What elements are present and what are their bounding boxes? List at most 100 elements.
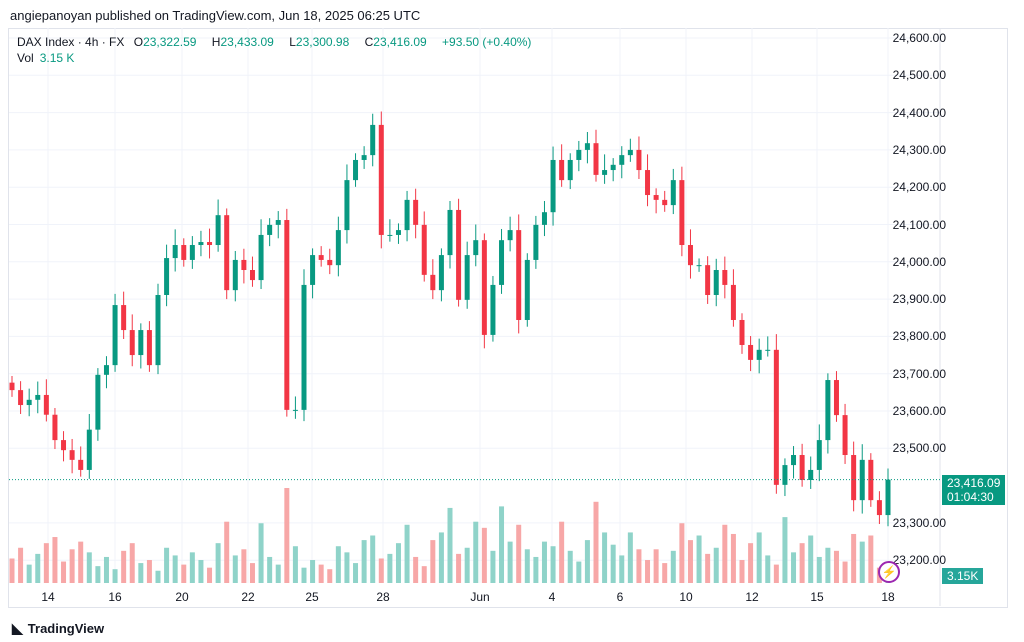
candle-body (687, 245, 693, 266)
candle-body (430, 274, 436, 291)
candle-body (653, 195, 659, 200)
candle-body (627, 149, 633, 156)
high-label: H (211, 35, 221, 49)
candle-body (353, 159, 359, 181)
tradingview-logo[interactable]: ◣ TradingView (12, 620, 104, 637)
candle-body (43, 394, 49, 415)
candle-body (576, 149, 582, 160)
volume-bar (9, 558, 15, 583)
candle-body (696, 265, 702, 267)
volume-bar (842, 561, 848, 583)
volume-bar (215, 543, 221, 583)
volume-bar (61, 561, 67, 583)
candle-body (129, 330, 135, 356)
volume-bar (207, 567, 213, 583)
candle-body (69, 450, 75, 460)
volume-bar (146, 560, 152, 583)
volume-bar (198, 560, 204, 583)
volume-bar (224, 521, 230, 583)
price-tick: 24,000.00 (892, 254, 946, 269)
volume-bar (284, 488, 290, 583)
volume-bar (18, 547, 24, 583)
lightning-icon[interactable]: ⚡ (878, 561, 900, 583)
volume-bar (421, 566, 427, 583)
candle-body (275, 220, 281, 225)
candle-body (378, 124, 384, 235)
candle-body (473, 240, 479, 256)
volume-bar (267, 556, 273, 583)
volume-bar (619, 555, 625, 583)
volume-bar (301, 567, 307, 583)
candle-body (318, 255, 324, 260)
volume-bar (713, 547, 719, 583)
volume-bar (567, 550, 573, 583)
volume-bar (696, 535, 702, 583)
volume-bar (26, 564, 32, 583)
candle-body (438, 255, 444, 291)
volume-bar (782, 517, 788, 583)
volume-bar (773, 564, 779, 583)
close-value: 23,416.09 (373, 35, 427, 49)
candle-body (207, 242, 213, 246)
volume-bar (69, 549, 75, 583)
volume-bar (95, 566, 101, 583)
candle-body (78, 459, 84, 470)
candle-body (301, 284, 307, 410)
volume-bar (103, 556, 109, 583)
candle-body (593, 143, 599, 175)
time-tick: 28 (376, 590, 390, 604)
candle-body (833, 380, 839, 416)
candle-body (52, 414, 58, 441)
time-tick: 4 (548, 590, 556, 604)
volume-bar (833, 550, 839, 583)
candle-body (567, 159, 573, 181)
time-tick: 10 (679, 590, 693, 604)
candle-body (395, 230, 401, 235)
volume-bar (490, 550, 496, 583)
volume-bar (524, 549, 530, 583)
volume-bar (722, 524, 728, 583)
volume-bar (361, 540, 367, 583)
volume-bar (739, 560, 745, 583)
candle-body (198, 242, 204, 246)
candle-body (636, 149, 642, 171)
price-tick: 23,600.00 (892, 404, 946, 418)
volume-bar (730, 533, 736, 583)
volume-bar (172, 555, 178, 583)
candle-body (481, 240, 487, 335)
candle-body (344, 180, 350, 231)
change-value: +93.50 (+0.40%) (442, 35, 532, 49)
candle-body (799, 455, 805, 481)
volume-bar (258, 523, 264, 583)
volume-bar (241, 549, 247, 583)
volume-bar (456, 553, 462, 583)
candle-body (335, 230, 341, 266)
volume-bar (189, 552, 195, 583)
candle-body (327, 259, 333, 266)
symbol-label[interactable]: DAX Index · 4h · FX (17, 35, 125, 49)
candle-body (361, 155, 367, 160)
candle-body (284, 220, 290, 410)
candle-body (791, 455, 797, 466)
candle-body (765, 349, 771, 351)
candle-body (404, 199, 410, 231)
volume-label: Vol (17, 51, 34, 65)
candle-body (782, 465, 788, 485)
candle-body (619, 155, 625, 165)
volume-bar (318, 564, 324, 583)
candle-body (181, 245, 187, 260)
volume-bar (430, 540, 436, 583)
time-tick: 25 (305, 590, 319, 604)
candle-body (421, 224, 427, 275)
candle-body (387, 234, 393, 236)
time-tick: 12 (745, 590, 759, 604)
volume-bar (370, 535, 376, 583)
volume-bar (851, 533, 857, 583)
candle-body (490, 284, 496, 335)
volume-bar (78, 541, 84, 583)
candle-body (705, 265, 711, 295)
candle-body (602, 170, 608, 175)
candle-body (249, 270, 255, 281)
time-tick: 14 (41, 590, 55, 604)
